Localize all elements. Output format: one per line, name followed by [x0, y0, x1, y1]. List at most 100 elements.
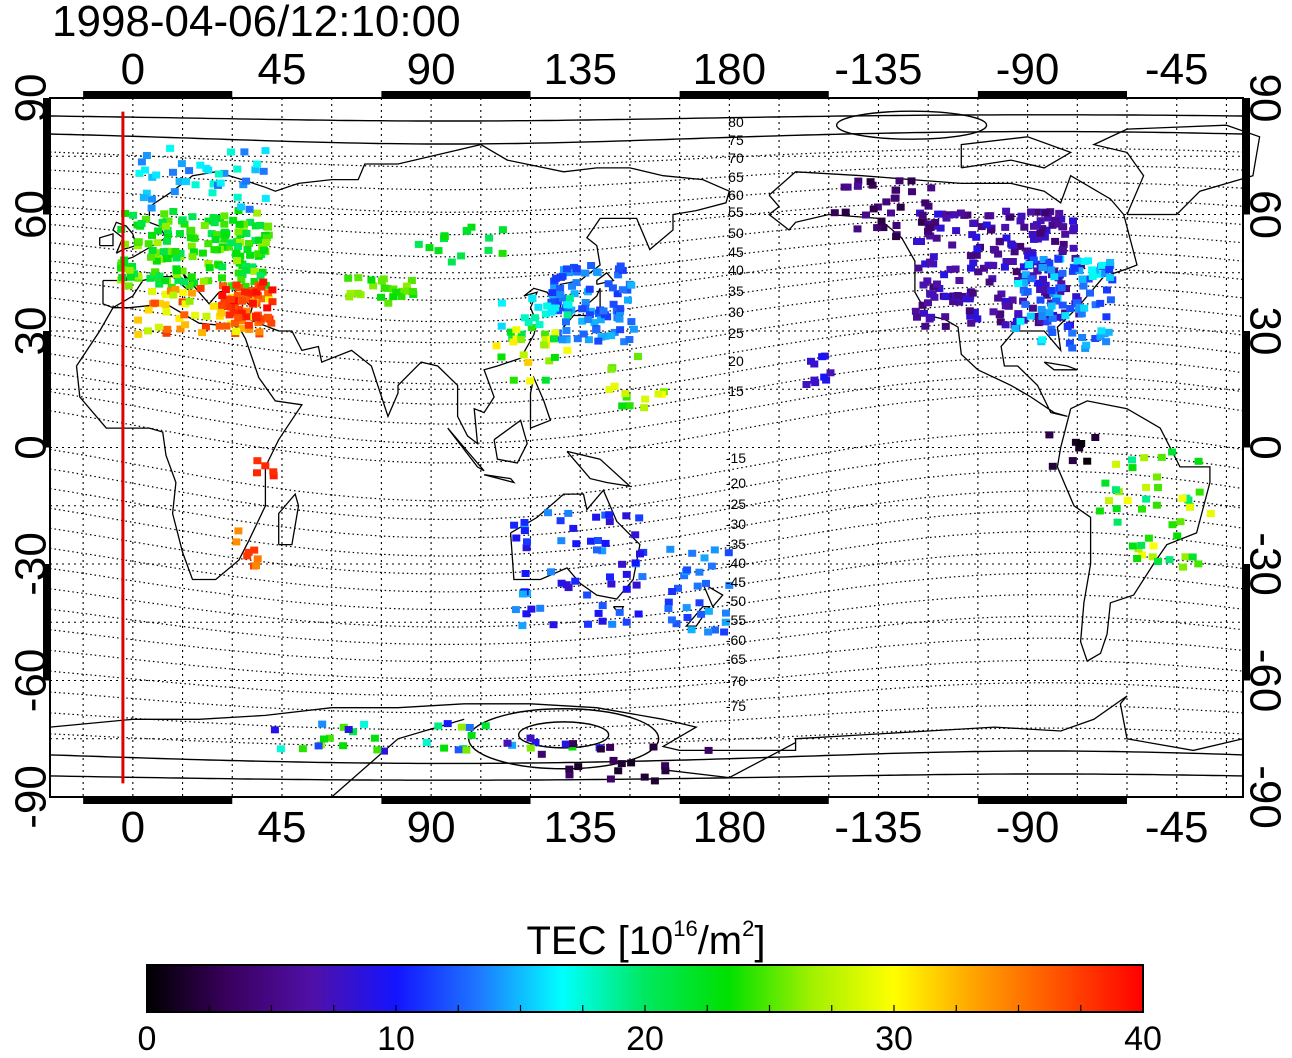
- tec-point: [170, 188, 179, 196]
- colorbar-title-exponent: 16: [673, 916, 698, 941]
- tec-point: [1048, 314, 1057, 322]
- contour-line: [49, 130, 1244, 145]
- tec-point: [926, 290, 935, 298]
- tec-point: [616, 305, 625, 313]
- tec-point: [721, 618, 730, 626]
- tec-point: [196, 284, 205, 292]
- tec-point: [1038, 225, 1047, 233]
- tec-point: [1054, 220, 1063, 228]
- tec-point: [1051, 216, 1060, 224]
- tec-point: [1133, 555, 1142, 562]
- tec-point: [896, 203, 905, 211]
- tec-point: [199, 277, 208, 285]
- tec-point: [397, 292, 406, 300]
- tec-point: [627, 281, 636, 289]
- tec-point: [252, 312, 260, 320]
- tec-point: [256, 272, 265, 280]
- tec-point: [147, 253, 155, 261]
- tec-point: [443, 720, 452, 728]
- tec-point: [380, 747, 388, 755]
- colorbar-tick-label: 40: [1124, 1020, 1162, 1058]
- tec-point: [201, 323, 210, 331]
- tec-point: [414, 240, 423, 248]
- tec-point: [465, 724, 474, 731]
- tec-point: [974, 268, 983, 276]
- tec-point: [710, 546, 719, 554]
- tec-point: [511, 606, 520, 614]
- tec-point: [252, 288, 261, 296]
- tec-point: [822, 376, 831, 384]
- tec-point: [1021, 300, 1030, 308]
- tec-point: [1029, 256, 1038, 264]
- tec-point: [498, 226, 507, 234]
- tec-point: [541, 330, 550, 338]
- tec-point: [1206, 510, 1215, 518]
- tec-point: [562, 327, 571, 334]
- tec-point: [618, 402, 627, 410]
- tec-point: [558, 336, 567, 344]
- contour-label: -25: [726, 496, 746, 512]
- tec-point: [242, 313, 251, 321]
- tec-point: [541, 376, 550, 384]
- tec-point: [940, 271, 949, 279]
- tec-point: [148, 288, 157, 295]
- frame-bar-top: [679, 91, 829, 98]
- coastline: [1056, 400, 1211, 663]
- tec-point: [154, 323, 163, 331]
- tec-point: [117, 225, 126, 233]
- tec-point: [955, 298, 964, 306]
- tec-point: [163, 237, 171, 245]
- tec-point: [995, 238, 1004, 246]
- tec-point: [240, 148, 249, 156]
- tec-point: [1039, 275, 1047, 283]
- coastline: [960, 136, 1073, 169]
- tec-point: [1043, 317, 1052, 325]
- tec-point: [497, 322, 506, 330]
- tec-point: [1142, 483, 1151, 491]
- tec-point: [908, 188, 916, 196]
- tec-point: [1057, 280, 1066, 288]
- tec-point: [241, 288, 250, 296]
- tec-point: [606, 573, 614, 581]
- tec-point: [1026, 312, 1035, 320]
- tec-point: [1091, 301, 1100, 309]
- tec-point: [162, 308, 171, 316]
- tec-point: [522, 610, 531, 618]
- tec-point: [977, 223, 986, 231]
- tec-point: [618, 286, 627, 294]
- tec-point: [565, 269, 573, 277]
- tec-point: [921, 199, 930, 207]
- tec-point: [1194, 560, 1203, 568]
- tec-point: [492, 342, 501, 350]
- tec-point: [697, 610, 706, 618]
- tec-point: [176, 249, 185, 257]
- tec-point: [512, 334, 521, 342]
- tec-point: [229, 216, 238, 224]
- tec-point: [369, 282, 378, 290]
- tec-point: [248, 263, 257, 271]
- tec-point: [1039, 256, 1048, 263]
- tec-point: [600, 311, 609, 319]
- tec-point: [440, 233, 449, 240]
- tec-point: [148, 231, 156, 239]
- tec-point: [984, 212, 993, 220]
- tec-point: [550, 335, 558, 343]
- tec-point: [1173, 532, 1182, 540]
- tec-point: [950, 211, 959, 219]
- tec-point: [512, 534, 521, 542]
- tec-point: [914, 264, 923, 272]
- tec-point: [1047, 266, 1056, 274]
- colorbar-tick-label: 0: [137, 1020, 157, 1058]
- tec-point: [134, 272, 143, 280]
- contour-line: [49, 450, 1244, 521]
- tec-point: [1010, 248, 1019, 256]
- tec-point: [919, 281, 928, 289]
- tec-point: [693, 582, 702, 590]
- tec-point: [314, 742, 323, 750]
- contour-loop-south-inner: [517, 721, 610, 749]
- colorbar: [146, 964, 1144, 1013]
- tec-point: [1179, 563, 1187, 571]
- tec-point: [661, 767, 670, 775]
- tec-point: [269, 472, 278, 480]
- tec-point: [1038, 336, 1047, 344]
